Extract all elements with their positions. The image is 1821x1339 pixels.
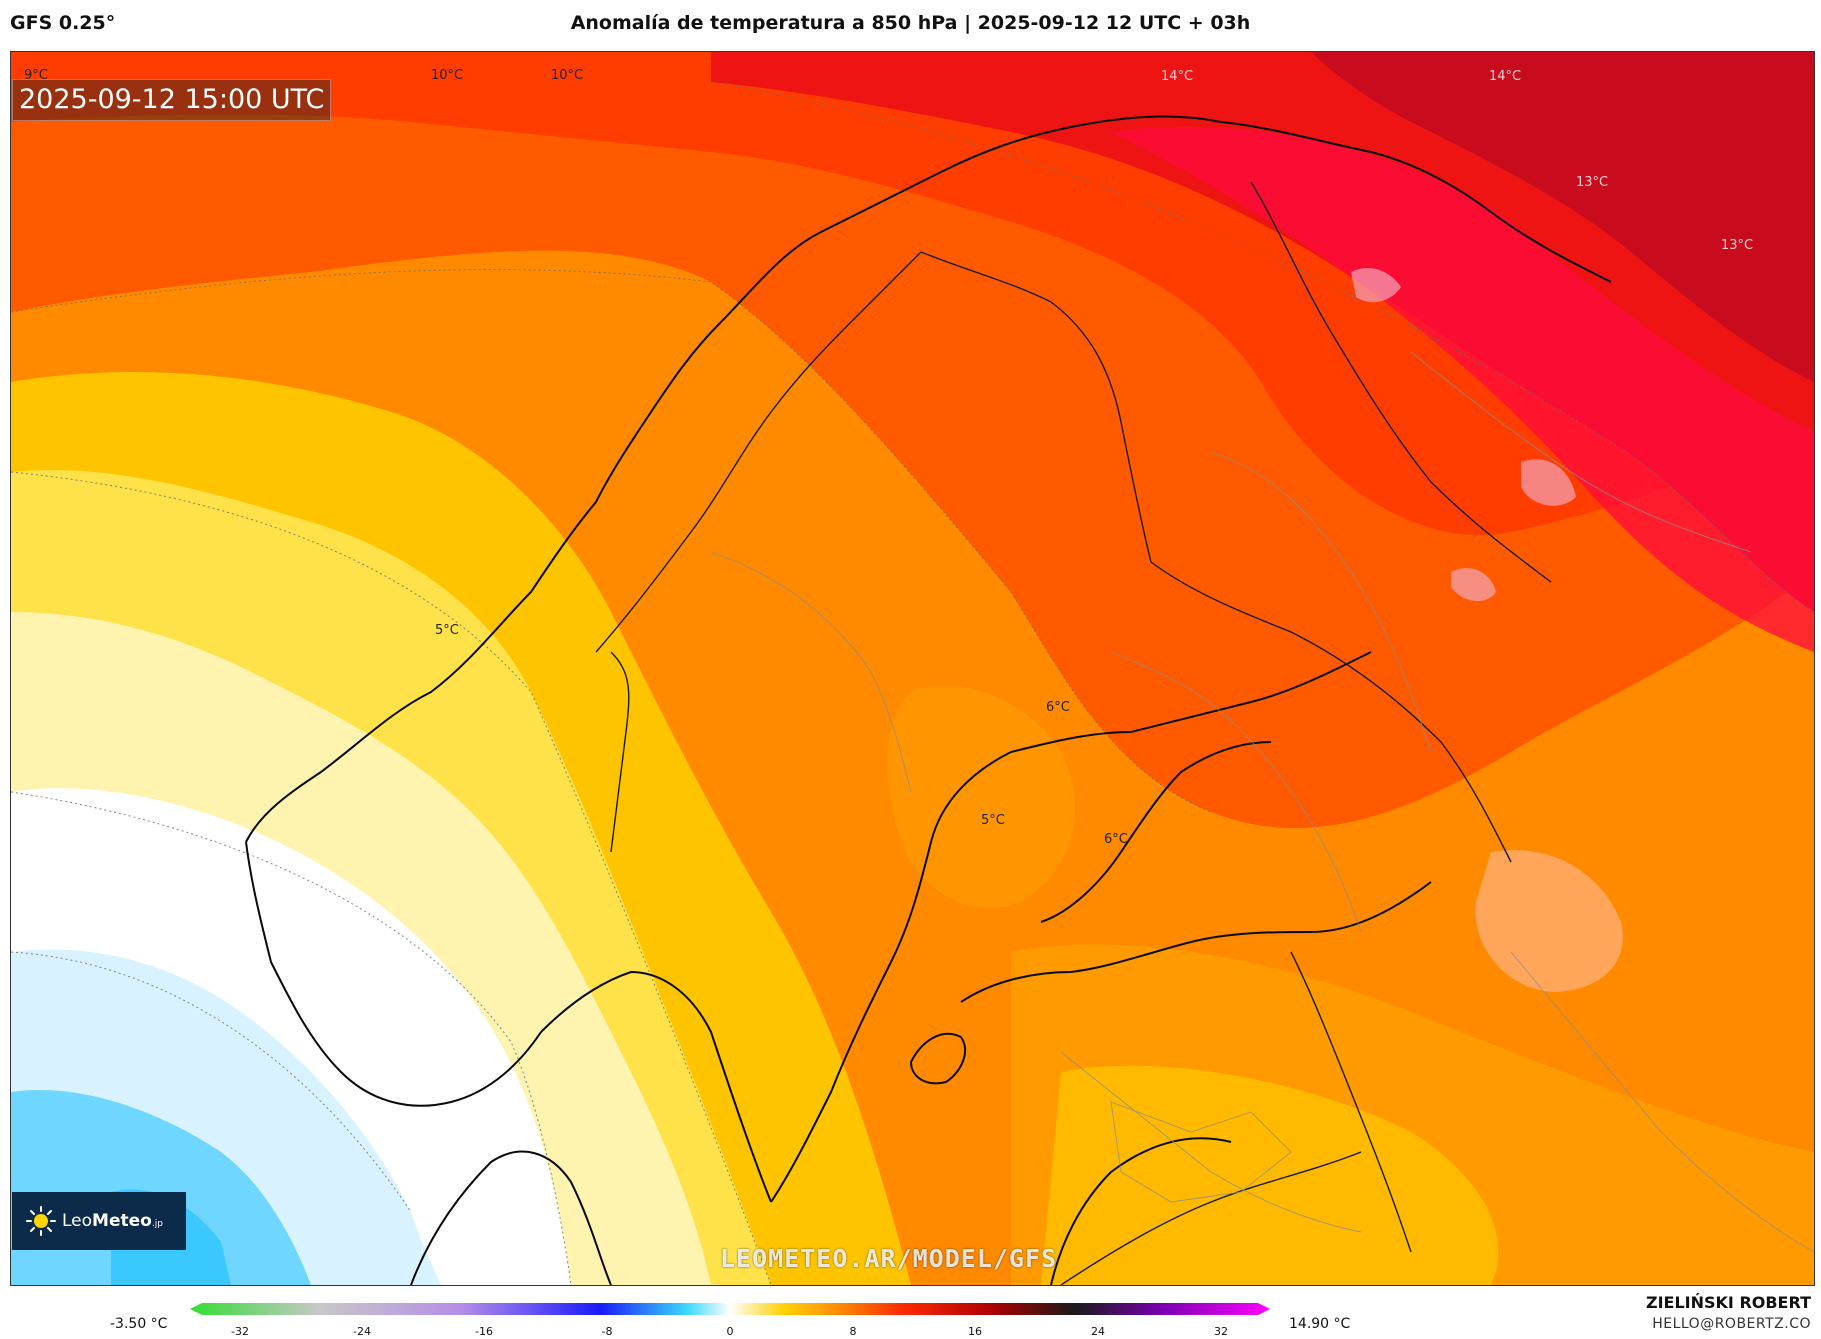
coastlines bbox=[245, 115, 1612, 1285]
contour-label: 6°C bbox=[1046, 700, 1070, 715]
legend-tick: 8 bbox=[849, 1325, 857, 1338]
contour-label: 5°C bbox=[435, 623, 459, 638]
contour-label: 14°C bbox=[1161, 69, 1194, 84]
map-canvas bbox=[11, 52, 1814, 1285]
legend-tick: -24 bbox=[353, 1325, 371, 1338]
sun-icon bbox=[26, 1206, 56, 1236]
contour-label: 10°C bbox=[431, 68, 464, 83]
legend-max-value: 14.90 °C bbox=[1289, 1316, 1351, 1332]
legend-tick: -8 bbox=[601, 1325, 613, 1338]
logo-text: LeoMeteo.jp bbox=[62, 1211, 163, 1231]
temperature-anomaly-map[interactable]: 9°C 10°C 10°C 14°C 14°C 13°C 13°C 5°C 6°… bbox=[10, 51, 1815, 1286]
author-email[interactable]: HELLO@ROBERTZ.CO bbox=[1652, 1316, 1811, 1332]
contour-label: 13°C bbox=[1576, 175, 1609, 190]
contour-label: 6°C bbox=[1104, 832, 1128, 847]
map-title: Anomalía de temperatura a 850 hPa | 2025… bbox=[570, 12, 1251, 34]
legend-tick: 24 bbox=[1091, 1325, 1105, 1338]
source-watermark: LEOMETEO.AR/MODEL/GFS bbox=[720, 1244, 1058, 1273]
legend-tick: 0 bbox=[726, 1325, 734, 1338]
legend-tick: 16 bbox=[968, 1325, 982, 1338]
color-scale-bar bbox=[190, 1303, 1270, 1315]
contour-label: 5°C bbox=[981, 813, 1005, 828]
country-borders bbox=[595, 181, 1552, 1285]
legend-min-value: -3.50 °C bbox=[110, 1316, 168, 1332]
admin-borders bbox=[710, 351, 1814, 1253]
contour-label: 10°C bbox=[551, 68, 584, 83]
contour-label: 14°C bbox=[1489, 69, 1522, 84]
contour-label: 13°C bbox=[1721, 238, 1754, 253]
valid-time-label: 2025-09-12 15:00 UTC bbox=[12, 79, 332, 121]
anomaly-contours bbox=[11, 81, 1814, 1285]
lakes bbox=[1351, 267, 1576, 602]
leometeo-logo[interactable]: LeoMeteo.jp bbox=[12, 1192, 186, 1250]
legend-tick: -16 bbox=[475, 1325, 493, 1338]
model-label: GFS 0.25° bbox=[10, 12, 116, 34]
legend-tick: -32 bbox=[231, 1325, 249, 1338]
anomaly-shading bbox=[11, 52, 1814, 1285]
legend-tick: 32 bbox=[1214, 1325, 1228, 1338]
author-name: ZIELIŃSKI ROBERT bbox=[1645, 1293, 1811, 1312]
